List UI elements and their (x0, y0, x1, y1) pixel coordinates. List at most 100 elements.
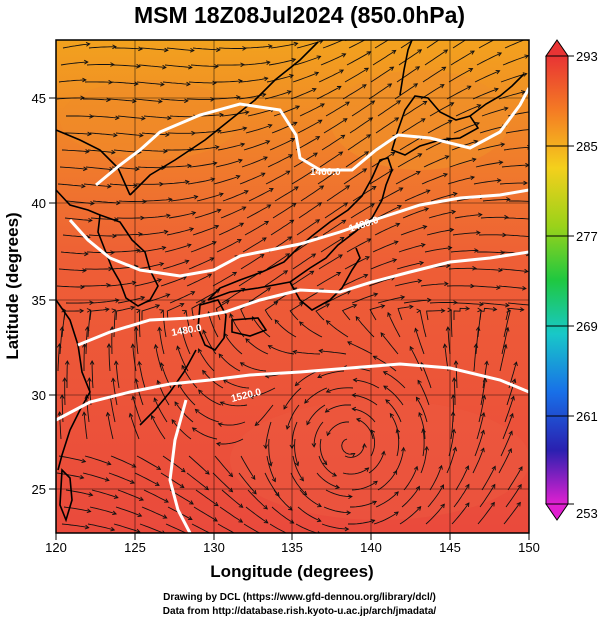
streamline (369, 305, 385, 321)
streamline (241, 156, 268, 168)
streamline (59, 327, 63, 355)
streamline-arrow (472, 34, 476, 38)
streamline (348, 40, 366, 49)
streamline (86, 395, 90, 423)
streamline (193, 506, 218, 522)
streamline (268, 438, 272, 466)
streamline-arrow (238, 518, 244, 523)
streamline (64, 217, 92, 221)
streamline (87, 523, 115, 531)
streamline-arrow (414, 327, 419, 333)
streamline-arrow (470, 175, 476, 181)
streamline-arrow (409, 304, 414, 310)
streamline (143, 489, 169, 503)
streamline-arrow (394, 34, 398, 38)
streamline-arrow (473, 139, 479, 145)
streamline (135, 378, 144, 406)
streamline (318, 254, 343, 270)
streamline (239, 172, 265, 185)
streamline (223, 379, 250, 389)
colorbar-tick-label: 293 (576, 49, 598, 64)
streamline-arrow (83, 166, 88, 172)
streamline-arrow (484, 360, 489, 366)
streamline (212, 472, 233, 493)
streamline-arrow (106, 343, 112, 348)
streamline-arrow (215, 441, 221, 447)
streamline (108, 98, 136, 102)
streamline (323, 506, 351, 514)
streamline (271, 121, 297, 134)
streamline-arrow (211, 241, 217, 246)
streamline-arrow (477, 307, 483, 313)
streamline (160, 472, 185, 488)
streamline-arrow (362, 443, 367, 448)
streamline-arrow (244, 190, 249, 195)
streamline-arrow (381, 450, 386, 456)
streamline (240, 362, 267, 372)
streamline (109, 395, 116, 423)
streamline-arrow (132, 98, 137, 104)
streamline (188, 257, 214, 270)
streamline-arrow (510, 395, 515, 401)
streamline (270, 219, 294, 236)
streamline (215, 159, 243, 168)
streamline (446, 447, 457, 474)
streamline-arrow (264, 534, 268, 537)
streamline (195, 409, 220, 423)
streamline (498, 91, 526, 100)
streamline-arrow (522, 286, 527, 291)
streamline (202, 330, 217, 355)
streamline (192, 427, 218, 440)
x-tick-label: 125 (124, 540, 146, 555)
streamline-arrow (186, 243, 192, 248)
streamline-arrow (385, 399, 390, 404)
streamline (506, 379, 516, 406)
streamline (501, 164, 529, 168)
streamline-arrow (162, 530, 166, 533)
streamline-arrow (352, 377, 358, 383)
streamline (117, 115, 145, 120)
streamline (315, 303, 330, 321)
streamline-arrow (112, 44, 117, 50)
streamline-arrow (370, 429, 376, 435)
streamline-arrow (133, 183, 138, 188)
streamline-arrow (441, 66, 447, 72)
streamline (132, 396, 142, 423)
streamline-arrow (452, 446, 458, 452)
streamline-arrow (82, 268, 87, 273)
temperature-field (56, 40, 529, 533)
streamline (450, 50, 475, 66)
streamline (274, 186, 299, 202)
streamline-arrow (110, 250, 115, 255)
streamline (245, 124, 272, 134)
streamline-arrow (417, 379, 422, 385)
streamline-arrow (472, 266, 477, 271)
streamline (368, 277, 395, 287)
streamline (505, 307, 524, 321)
streamline-arrow (418, 411, 423, 417)
streamline-arrow (444, 155, 450, 160)
streamline-arrow (213, 517, 218, 522)
streamline (170, 196, 198, 202)
streamline (108, 344, 111, 372)
streamline (400, 225, 427, 236)
streamline (267, 154, 293, 168)
streamline (244, 221, 269, 236)
y-tick-label: 25 (32, 482, 46, 497)
streamline (240, 77, 268, 83)
streamline-arrow (87, 377, 92, 382)
streamline-arrow (342, 118, 348, 123)
streamline-arrow (364, 151, 370, 156)
streamline (306, 404, 326, 425)
streamline-arrow (507, 448, 512, 453)
streamline (427, 120, 453, 134)
streamline-arrow (442, 343, 448, 349)
streamline-arrow (190, 48, 195, 53)
streamline-arrow (306, 420, 311, 426)
streamline-arrow (443, 172, 448, 178)
streamline (84, 455, 111, 465)
streamline (264, 472, 280, 497)
streamline (166, 228, 194, 236)
streamline (166, 303, 184, 321)
streamline (171, 419, 192, 440)
